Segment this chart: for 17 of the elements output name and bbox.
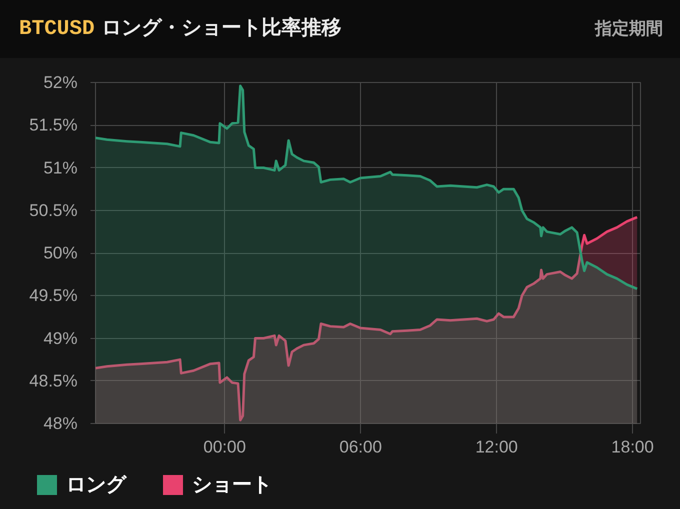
y-tick-label: 50%: [43, 244, 78, 262]
y-tick-label: 50.5%: [29, 200, 78, 220]
y-tick-label: 51%: [43, 158, 78, 178]
y-tick-label: 49%: [43, 328, 78, 348]
legend-label: ショート: [192, 471, 272, 498]
y-tick-label: 48.5%: [29, 371, 78, 390]
x-tick-label: 18:00: [611, 438, 654, 456]
y-tick-label: 48%: [43, 414, 78, 433]
chart-title: BTCUSD ロング・ショート比率推移: [19, 15, 342, 41]
y-tick-label: 52%: [43, 73, 78, 92]
y-tick-label: 49.5%: [29, 286, 78, 306]
text: 指定期間: [595, 18, 663, 39]
y-tick-label: 51.5%: [29, 116, 78, 135]
x-tick-label: 12:00: [475, 438, 518, 456]
x-tick-label: 00:00: [203, 438, 246, 456]
x-tick-label: 06:00: [339, 438, 382, 456]
legend-label: ロング: [66, 471, 126, 498]
